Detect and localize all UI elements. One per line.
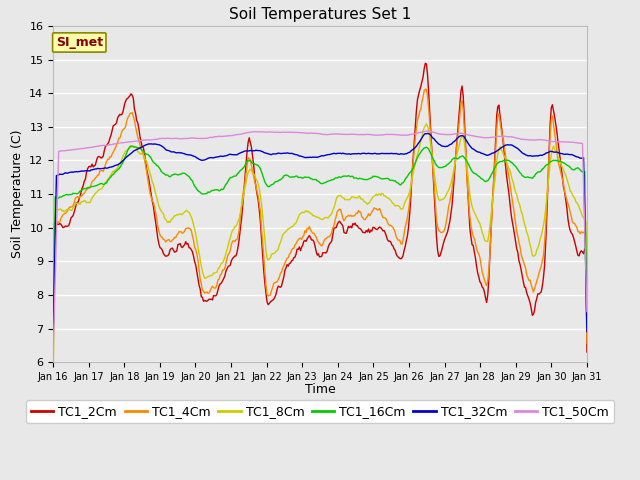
- Text: SI_met: SI_met: [56, 36, 103, 49]
- Y-axis label: Soil Temperature (C): Soil Temperature (C): [11, 130, 24, 258]
- Legend: TC1_2Cm, TC1_4Cm, TC1_8Cm, TC1_16Cm, TC1_32Cm, TC1_50Cm: TC1_2Cm, TC1_4Cm, TC1_8Cm, TC1_16Cm, TC1…: [26, 400, 614, 423]
- Title: Soil Temperatures Set 1: Soil Temperatures Set 1: [229, 7, 411, 22]
- X-axis label: Time: Time: [305, 384, 335, 396]
